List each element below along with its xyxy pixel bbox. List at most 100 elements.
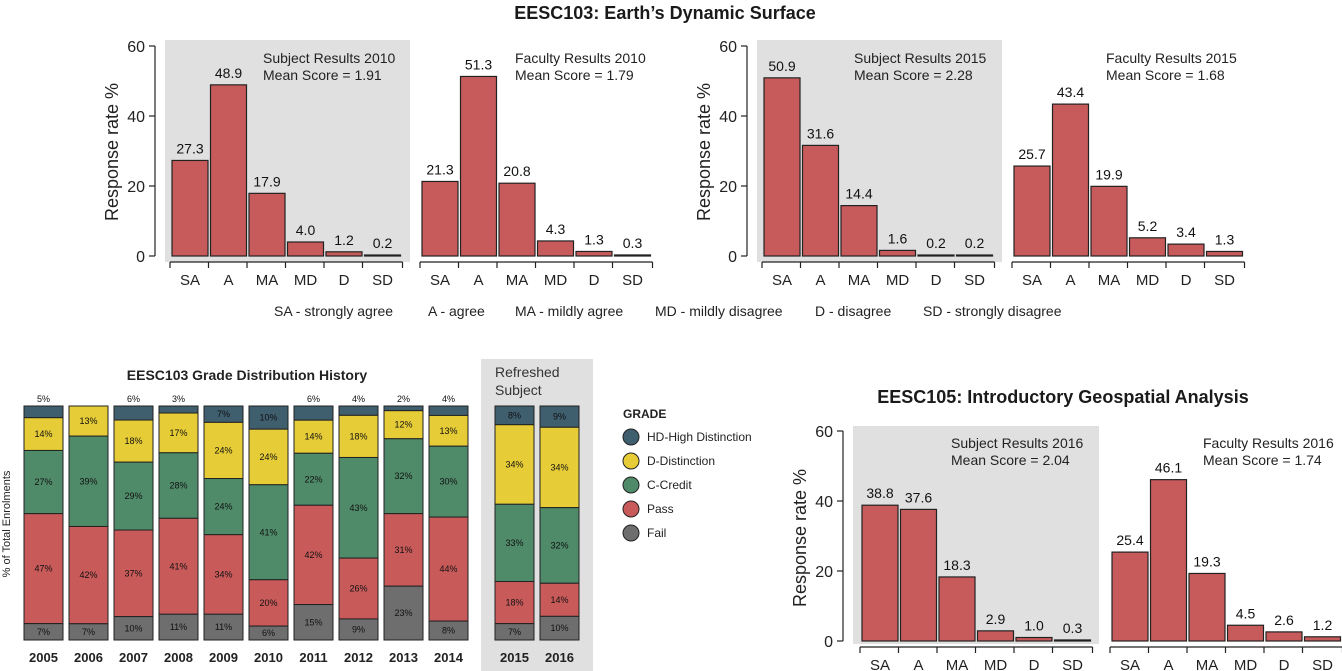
segment-label: 10% xyxy=(550,623,568,633)
bar-md xyxy=(286,241,325,257)
x-tick-label: MD xyxy=(1136,272,1159,289)
segment-label: 9% xyxy=(553,412,566,422)
data-label: 31.6 xyxy=(807,125,834,141)
segment-label: 37% xyxy=(124,568,142,578)
bar-ma xyxy=(1188,572,1226,642)
data-label: 1.2 xyxy=(1313,617,1333,633)
segment-c-2007 xyxy=(113,461,154,531)
segment-label: 27% xyxy=(34,477,52,487)
y-tick-label: 0 xyxy=(136,249,145,266)
bar-d xyxy=(575,250,613,257)
x-tick-label: SA xyxy=(180,272,200,289)
segment-label: 32% xyxy=(550,540,568,550)
segment-label: 34% xyxy=(550,462,568,472)
segment-d-2008 xyxy=(158,412,199,454)
segment-f-2012 xyxy=(338,618,379,641)
segment-f-2015 xyxy=(494,623,535,641)
segment-f-2013 xyxy=(383,585,424,641)
segment-d-2015 xyxy=(494,424,535,505)
segment-label: 7% xyxy=(508,627,521,637)
legend-swatch-f xyxy=(622,524,640,542)
y-tick-label: 20 xyxy=(127,179,145,196)
data-label: 46.1 xyxy=(1155,460,1182,476)
segment-label: 8% xyxy=(442,626,455,636)
y-tick-label: 40 xyxy=(815,494,833,511)
annotation-title: Faculty Results 2010 xyxy=(515,50,646,66)
annotation-title: Subject Results 2016 xyxy=(951,435,1084,451)
annotation-title: Subject Results 2015 xyxy=(854,50,987,66)
x-tick-label: SA xyxy=(870,657,890,671)
segment-label: 26% xyxy=(349,584,367,594)
x-tick-label: SD xyxy=(1312,657,1333,671)
data-label: 20.8 xyxy=(503,163,530,179)
segment-label: 7% xyxy=(82,627,95,637)
segment-label: 7% xyxy=(37,627,50,637)
segment-label: 34% xyxy=(214,569,232,579)
data-label: 50.9 xyxy=(768,58,795,74)
segment-label: 6% xyxy=(262,628,275,638)
y-tick-label: 60 xyxy=(815,424,833,441)
y-tick-label: 0 xyxy=(824,634,833,651)
x-tick-label: 2012 xyxy=(344,650,373,665)
x-tick-label: 2010 xyxy=(254,650,283,665)
segment-p-2005 xyxy=(23,513,64,625)
abbrev-md: MD - mildly disagree xyxy=(655,303,783,319)
segment-label: 18% xyxy=(505,598,523,608)
data-label: 25.4 xyxy=(1116,532,1143,548)
y-axis-label: Response rate % xyxy=(102,83,122,221)
segment-hd-2005 xyxy=(23,405,64,419)
data-label: 37.6 xyxy=(905,489,932,505)
segment-label: 28% xyxy=(169,481,187,491)
segment-label: 22% xyxy=(304,474,322,484)
data-label: 1.3 xyxy=(584,231,604,247)
segment-f-2011 xyxy=(293,604,334,641)
segment-label: 42% xyxy=(304,550,322,560)
y-tick-label: 40 xyxy=(127,109,145,126)
data-label: 4.0 xyxy=(296,222,316,238)
bar-a xyxy=(1149,479,1188,642)
segment-p-2011 xyxy=(293,504,334,606)
charts-layer: 0 20 40 60 Response rate % 27.3 SA 48.9 A 17.9 MA 4… xyxy=(1,39,1342,671)
x-tick-label: D xyxy=(1181,272,1192,289)
segment-d-2009 xyxy=(203,421,244,480)
segment-c-2013 xyxy=(383,438,424,515)
segment-label: 4% xyxy=(442,394,455,404)
segment-label: 47% xyxy=(34,564,52,574)
x-tick-label: 2007 xyxy=(119,650,148,665)
bar-sa xyxy=(861,504,899,642)
chart-f2016: 25.4 SA 46.1 A 19.3 MA 4.5 MD 2.6 D 1.2 SD Faculty R… xyxy=(1109,435,1342,671)
data-label: 0.2 xyxy=(926,235,946,251)
annotation-mean: Mean Score = 2.04 xyxy=(951,452,1070,468)
data-label: 0.3 xyxy=(623,235,643,251)
x-tick-label: MA xyxy=(256,272,279,289)
x-tick-label: 2011 xyxy=(299,650,327,665)
chart-title: EESC105: Introductory Geospatial Analysi… xyxy=(877,387,1248,407)
segment-hd-2007 xyxy=(113,405,154,421)
x-tick-label: A xyxy=(1065,272,1075,289)
annotation-title: Faculty Results 2015 xyxy=(1106,50,1237,66)
data-label: 48.9 xyxy=(215,65,242,81)
annotation-mean: Mean Score = 1.79 xyxy=(515,67,634,83)
segment-label: 32% xyxy=(394,471,412,481)
x-tick-label: SD xyxy=(622,272,643,289)
segment-f-2005 xyxy=(23,623,64,641)
chart-s2015: 0 20 40 60 Response rate % 50.9 SA 31.6 A 14.4 MA 1… xyxy=(694,39,1002,289)
x-tick-label: MA xyxy=(1196,657,1219,671)
legend-title: GRADE xyxy=(623,407,666,421)
segment-f-2016 xyxy=(539,615,580,641)
segment-label: 42% xyxy=(79,570,97,580)
segment-d-2011 xyxy=(293,419,334,454)
y-axis-label: Response rate % xyxy=(790,469,810,607)
refreshed-label: Subject xyxy=(495,382,542,398)
segment-label: 29% xyxy=(124,491,142,501)
segment-f-2008 xyxy=(158,613,199,641)
x-tick-label: SA xyxy=(1120,657,1140,671)
chart-grades: Refreshed Subject EESC103 Grade Distributi… xyxy=(1,359,752,671)
legend-swatch-hd xyxy=(622,428,640,446)
segment-d-2012 xyxy=(338,414,379,458)
segment-label: 15% xyxy=(304,617,322,627)
x-tick-label: D xyxy=(1029,657,1040,671)
legend-label: Fail xyxy=(647,526,666,540)
x-tick-label: SA xyxy=(1022,272,1042,289)
